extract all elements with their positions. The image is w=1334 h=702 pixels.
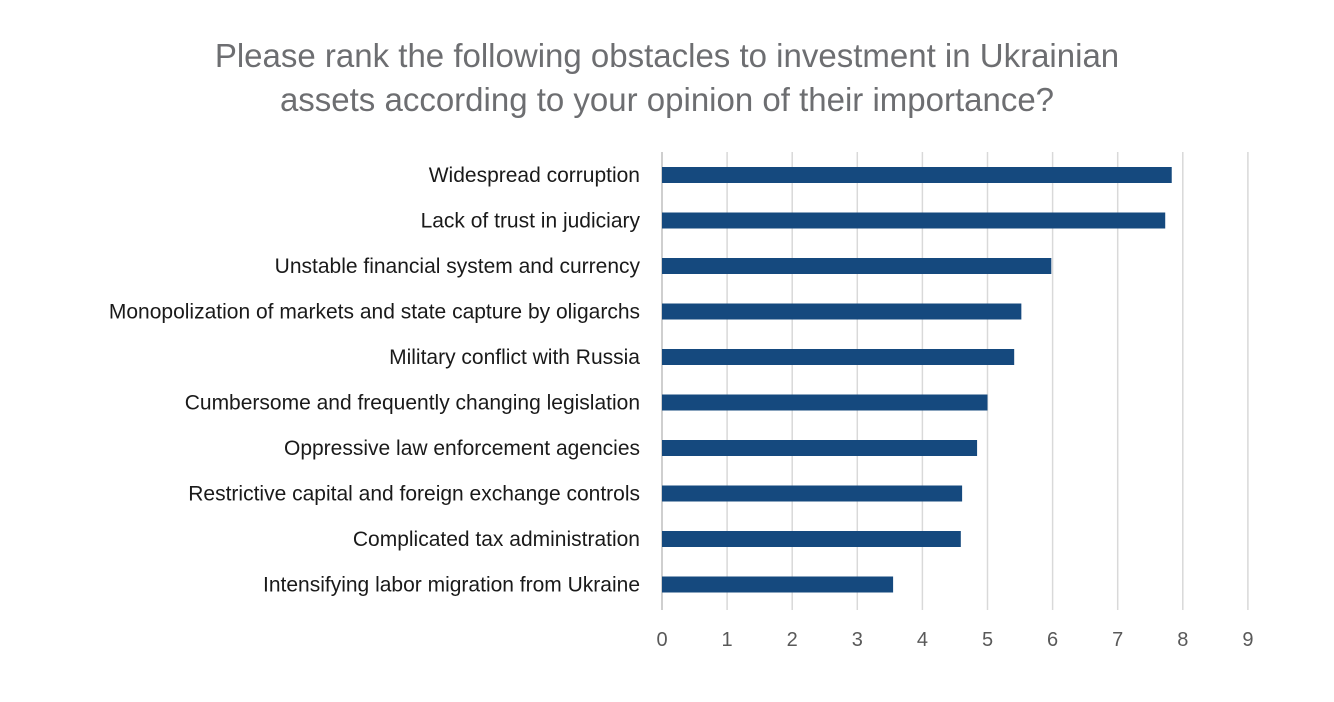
category-label-2: Lack of trust in judiciary bbox=[421, 210, 641, 233]
bar-2 bbox=[662, 212, 1166, 229]
chart-title-line-2: assets according to your opinion of thei… bbox=[279, 81, 1055, 118]
category-label-7: Oppressive law enforcement agencies bbox=[284, 437, 640, 460]
x-tick-label-2: 2 bbox=[787, 629, 798, 651]
x-tick-label-7: 7 bbox=[1112, 629, 1123, 651]
x-tick-label-9: 9 bbox=[1242, 629, 1253, 651]
bar-6 bbox=[662, 394, 988, 411]
bar-3 bbox=[662, 258, 1052, 274]
bar-4 bbox=[662, 303, 1022, 320]
category-label-3: Unstable financial system and currency bbox=[275, 255, 641, 278]
category-labels: Widespread corruption Lack of trust in ju… bbox=[109, 164, 641, 597]
x-axis-ticks: 0 1 2 3 4 5 6 7 8 9 bbox=[656, 629, 1253, 651]
bars bbox=[662, 167, 1172, 593]
category-label-10: Intensifying labor migration from Ukrain… bbox=[263, 574, 640, 597]
x-tick-label-4: 4 bbox=[917, 629, 928, 651]
category-label-4: Monopolization of markets and state capt… bbox=[109, 301, 640, 324]
bar-1 bbox=[662, 167, 1172, 183]
x-tick-label-8: 8 bbox=[1177, 629, 1188, 651]
category-label-1: Widespread corruption bbox=[429, 164, 640, 187]
category-label-5: Military conflict with Russia bbox=[389, 346, 640, 369]
x-tick-label-5: 5 bbox=[982, 629, 993, 651]
x-tick-label-0: 0 bbox=[656, 629, 667, 651]
bar-9 bbox=[662, 531, 961, 547]
category-label-8: Restrictive capital and foreign exchange… bbox=[188, 483, 640, 506]
x-tick-label-3: 3 bbox=[852, 629, 863, 651]
x-tick-label-1: 1 bbox=[722, 629, 733, 651]
bar-5 bbox=[662, 349, 1015, 365]
chart-title-line-1: Please rank the following obstacles to i… bbox=[214, 37, 1120, 74]
bar-8 bbox=[662, 485, 963, 502]
category-label-9: Complicated tax administration bbox=[353, 528, 640, 551]
chart-title: Please rank the following obstacles to i… bbox=[0, 34, 1334, 122]
bar-7 bbox=[662, 440, 978, 456]
x-tick-label-6: 6 bbox=[1047, 629, 1058, 651]
category-label-6: Cumbersome and frequently changing legis… bbox=[185, 392, 640, 415]
bar-10 bbox=[662, 576, 894, 593]
